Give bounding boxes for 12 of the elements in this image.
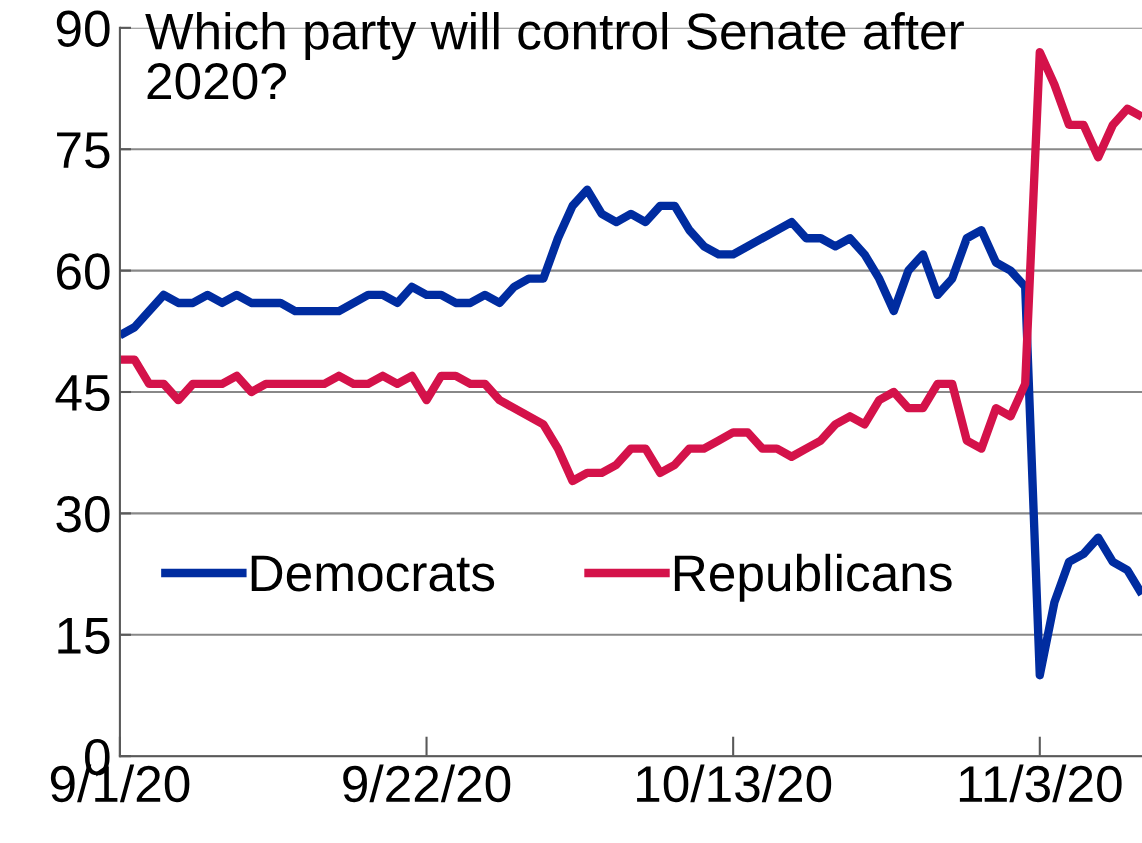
legend-label: Republicans [674,553,952,602]
legend-label: Democrats [251,555,495,592]
y-tick-label: 90 [56,10,110,47]
y-tick-label: 75 [57,132,110,169]
x-tick-label: 11/3/20 [959,764,1122,803]
y-tick-label: 45 [55,375,110,412]
x-tick-label: 10/13/20 [637,764,832,803]
y-tick-label: 60 [57,253,110,290]
chart-title: Which party will control Senate after 2020? [145,12,964,100]
x-tick-label: 9/22/20 [343,764,511,803]
y-tick-label: 30 [56,496,110,533]
y-tick-label: 15 [58,618,110,654]
